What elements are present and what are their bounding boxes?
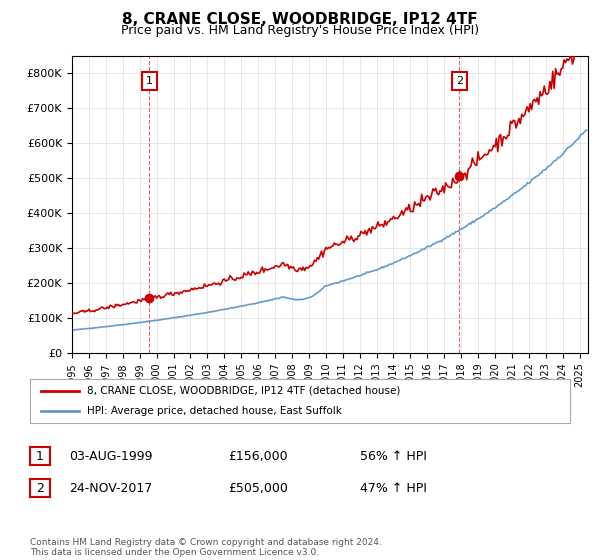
Text: Contains HM Land Registry data © Crown copyright and database right 2024.
This d: Contains HM Land Registry data © Crown c… bbox=[30, 538, 382, 557]
Text: £505,000: £505,000 bbox=[228, 482, 288, 495]
Text: HPI: Average price, detached house, East Suffolk: HPI: Average price, detached house, East… bbox=[86, 406, 341, 416]
Text: 8, CRANE CLOSE, WOODBRIDGE, IP12 4TF (detached house): 8, CRANE CLOSE, WOODBRIDGE, IP12 4TF (de… bbox=[86, 386, 400, 396]
Text: 56% ↑ HPI: 56% ↑ HPI bbox=[360, 450, 427, 463]
Text: 1: 1 bbox=[36, 450, 44, 463]
Text: 1: 1 bbox=[146, 76, 153, 86]
Text: 24-NOV-2017: 24-NOV-2017 bbox=[69, 482, 152, 495]
Text: 2: 2 bbox=[456, 76, 463, 86]
Text: 03-AUG-1999: 03-AUG-1999 bbox=[69, 450, 152, 463]
Text: £156,000: £156,000 bbox=[228, 450, 287, 463]
Text: 8, CRANE CLOSE, WOODBRIDGE, IP12 4TF: 8, CRANE CLOSE, WOODBRIDGE, IP12 4TF bbox=[122, 12, 478, 27]
Text: Price paid vs. HM Land Registry's House Price Index (HPI): Price paid vs. HM Land Registry's House … bbox=[121, 24, 479, 36]
Text: 2: 2 bbox=[36, 482, 44, 494]
Text: 47% ↑ HPI: 47% ↑ HPI bbox=[360, 482, 427, 495]
